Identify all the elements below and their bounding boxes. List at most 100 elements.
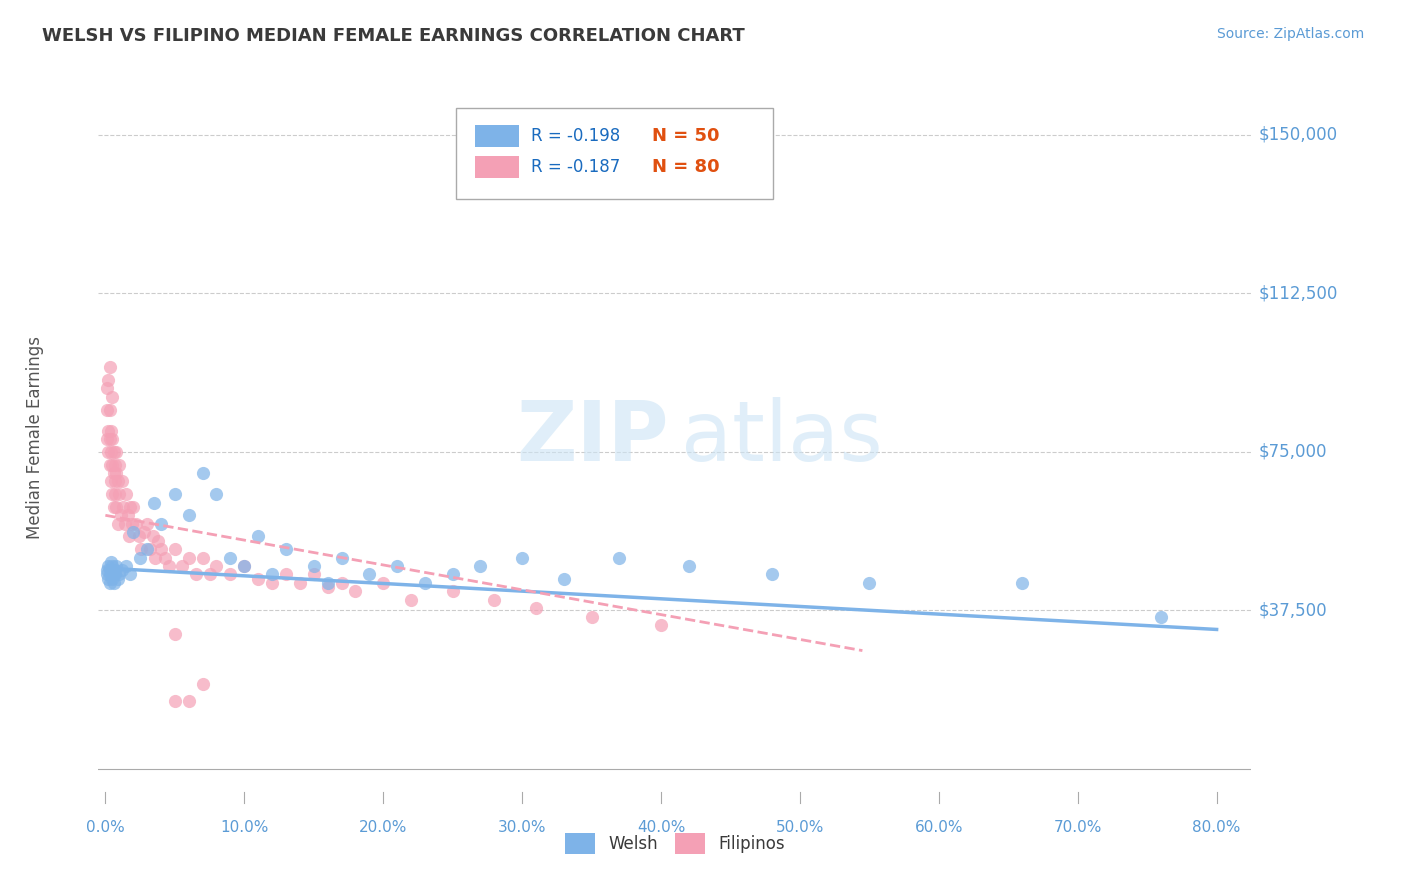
Text: 50.0%: 50.0% — [776, 820, 824, 835]
Point — [101, 487, 124, 501]
Point — [274, 567, 297, 582]
Point — [143, 495, 166, 509]
Text: 20.0%: 20.0% — [359, 820, 408, 835]
Point — [120, 567, 142, 582]
Text: N = 80: N = 80 — [652, 158, 720, 177]
Point — [177, 694, 200, 708]
Point — [114, 516, 136, 531]
Point — [96, 381, 118, 395]
Point — [524, 601, 547, 615]
Text: 80.0%: 80.0% — [1192, 820, 1241, 835]
Point — [858, 576, 880, 591]
Point — [98, 432, 121, 446]
Point — [100, 475, 122, 489]
Point — [191, 677, 214, 691]
Point — [104, 487, 127, 501]
Point — [441, 584, 464, 599]
Point — [103, 576, 125, 591]
Point — [163, 694, 186, 708]
Point — [108, 487, 131, 501]
Point — [97, 559, 120, 574]
Point — [1150, 609, 1173, 624]
Text: N = 50: N = 50 — [652, 127, 720, 145]
Point — [191, 550, 214, 565]
Point — [316, 580, 339, 594]
Text: R = -0.198: R = -0.198 — [531, 127, 620, 145]
Point — [330, 576, 353, 591]
Point — [118, 529, 141, 543]
Point — [184, 567, 207, 582]
Point — [121, 516, 143, 531]
Point — [149, 542, 172, 557]
Point — [136, 542, 159, 557]
Point — [111, 475, 134, 489]
Point — [288, 576, 311, 591]
Point — [122, 525, 145, 540]
Point — [129, 550, 152, 565]
Point — [96, 402, 118, 417]
Point — [553, 572, 575, 586]
Point — [97, 445, 120, 459]
Point — [177, 550, 200, 565]
Point — [650, 618, 672, 632]
Point — [112, 500, 135, 514]
Point — [153, 550, 176, 565]
Point — [98, 567, 121, 582]
Point — [170, 559, 193, 574]
Point — [139, 542, 162, 557]
Point — [142, 529, 165, 543]
Point — [107, 572, 129, 586]
Point — [105, 466, 128, 480]
Bar — [475, 125, 519, 146]
Text: 10.0%: 10.0% — [221, 820, 269, 835]
Point — [98, 576, 121, 591]
Point — [157, 559, 180, 574]
Point — [115, 487, 138, 501]
Point — [134, 525, 156, 540]
Point — [163, 542, 186, 557]
Point — [149, 516, 172, 531]
Point — [128, 529, 150, 543]
FancyBboxPatch shape — [456, 108, 773, 200]
Point — [205, 487, 228, 501]
Point — [607, 550, 630, 565]
Point — [100, 424, 122, 438]
Point — [104, 563, 127, 577]
Text: $112,500: $112,500 — [1258, 285, 1337, 302]
Point — [100, 445, 122, 459]
Text: 40.0%: 40.0% — [637, 820, 685, 835]
Point — [399, 592, 422, 607]
Point — [101, 458, 124, 472]
Point — [330, 550, 353, 565]
Point — [131, 542, 153, 557]
Point — [98, 360, 121, 375]
Point — [98, 402, 121, 417]
Point — [198, 567, 221, 582]
Point — [110, 508, 132, 523]
Point — [104, 475, 127, 489]
Point — [96, 567, 118, 582]
Point — [103, 466, 125, 480]
Text: atlas: atlas — [681, 397, 883, 477]
Point — [177, 508, 200, 523]
Text: $75,000: $75,000 — [1258, 442, 1327, 461]
Point — [105, 559, 128, 574]
Point — [302, 567, 325, 582]
Point — [247, 572, 270, 586]
Point — [120, 500, 142, 514]
Point — [122, 500, 145, 514]
Point — [385, 559, 408, 574]
Point — [100, 555, 122, 569]
Point — [678, 559, 700, 574]
Point — [136, 516, 159, 531]
Point — [219, 567, 242, 582]
Point — [163, 626, 186, 640]
Point — [761, 567, 783, 582]
Text: $37,500: $37,500 — [1258, 601, 1327, 619]
Point — [163, 487, 186, 501]
Point — [117, 508, 139, 523]
Text: Source: ZipAtlas.com: Source: ZipAtlas.com — [1216, 27, 1364, 41]
Point — [115, 559, 138, 574]
Bar — [475, 156, 519, 178]
Point — [107, 516, 129, 531]
